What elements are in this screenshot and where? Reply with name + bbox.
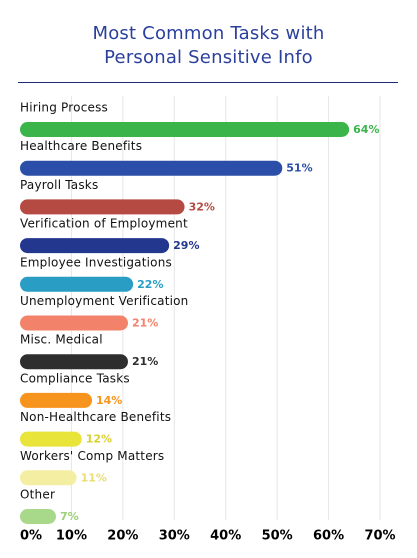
value-label: 22%: [137, 278, 163, 291]
value-label: 51%: [286, 162, 312, 175]
bar: [20, 392, 92, 408]
category-label: Employee Investigations: [20, 255, 172, 269]
chart-title-line-1: Most Common Tasks with: [92, 23, 325, 44]
title-divider: [18, 82, 398, 83]
chart-title-line-2: Personal Sensitive Info: [104, 47, 313, 68]
value-label: 32%: [189, 200, 215, 213]
category-label: Healthcare Benefits: [20, 139, 142, 153]
value-label: 7%: [60, 510, 79, 523]
bar: [20, 470, 77, 486]
value-label: 21%: [132, 317, 158, 330]
x-tick-label: 50%: [262, 529, 293, 544]
x-tick-label: 10%: [56, 529, 87, 544]
bar: [20, 431, 82, 447]
value-label: 11%: [81, 471, 107, 484]
value-label: 21%: [132, 355, 158, 368]
bar: [20, 354, 128, 370]
x-tick-label: 40%: [210, 529, 241, 544]
bar: [20, 315, 128, 331]
category-label: Verification of Employment: [20, 217, 188, 231]
x-tick-label: 30%: [159, 529, 190, 544]
chart-title: Most Common Tasks with Personal Sensitiv…: [0, 22, 417, 70]
bar: [20, 276, 134, 292]
x-tick-label: 20%: [107, 529, 138, 544]
bar: [20, 160, 283, 176]
value-label: 14%: [96, 394, 122, 407]
bar: [20, 509, 56, 524]
category-label: Hiring Process: [20, 101, 108, 115]
x-tick-label: 60%: [313, 529, 344, 544]
category-label: Misc. Medical: [20, 333, 103, 347]
x-tick-label: 0%: [20, 529, 42, 544]
category-label: Workers' Comp Matters: [20, 449, 164, 463]
grid-lines: [70, 96, 381, 520]
bar: [20, 122, 350, 137]
category-label: Other: [20, 488, 55, 502]
bar: [20, 238, 170, 254]
bar: [20, 199, 185, 215]
category-label: Non-Healthcare Benefits: [20, 410, 171, 424]
category-label: Unemployment Verification: [20, 294, 188, 308]
x-tick-label: 70%: [364, 529, 395, 544]
category-label: Payroll Tasks: [20, 178, 98, 192]
value-label: 29%: [173, 239, 199, 252]
value-label: 64%: [353, 123, 379, 136]
value-label: 12%: [86, 433, 112, 446]
category-label: Compliance Tasks: [20, 371, 130, 385]
